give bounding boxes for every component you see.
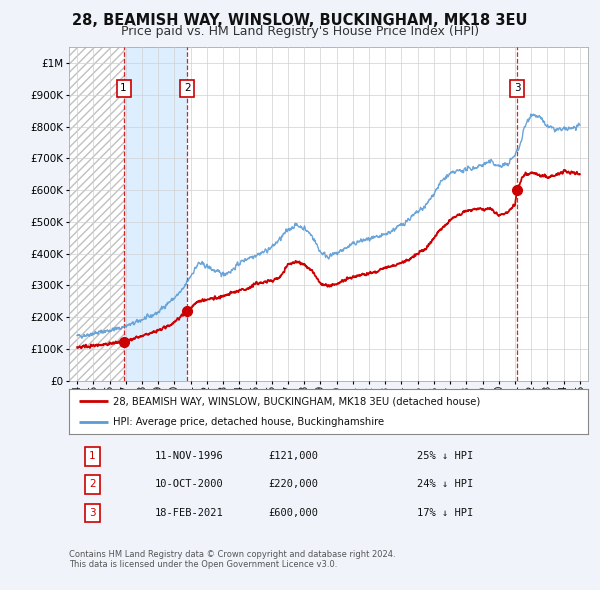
Text: 28, BEAMISH WAY, WINSLOW, BUCKINGHAM, MK18 3EU (detached house): 28, BEAMISH WAY, WINSLOW, BUCKINGHAM, MK…	[113, 396, 481, 407]
Text: 28, BEAMISH WAY, WINSLOW, BUCKINGHAM, MK18 3EU: 28, BEAMISH WAY, WINSLOW, BUCKINGHAM, MK…	[72, 13, 528, 28]
Text: £220,000: £220,000	[268, 480, 318, 489]
Text: £600,000: £600,000	[268, 508, 318, 518]
Text: Contains HM Land Registry data © Crown copyright and database right 2024.
This d: Contains HM Land Registry data © Crown c…	[69, 550, 395, 569]
Bar	[124, 47, 187, 381]
Text: 24% ↓ HPI: 24% ↓ HPI	[417, 480, 473, 489]
Text: 1: 1	[120, 83, 127, 93]
Text: 18-FEB-2021: 18-FEB-2021	[155, 508, 223, 518]
Text: £121,000: £121,000	[268, 451, 318, 461]
Text: 1: 1	[89, 451, 95, 461]
Text: Price paid vs. HM Land Registry's House Price Index (HPI): Price paid vs. HM Land Registry's House …	[121, 25, 479, 38]
Text: 10-OCT-2000: 10-OCT-2000	[155, 480, 223, 489]
Bar	[187, 47, 588, 381]
Text: 11-NOV-1996: 11-NOV-1996	[155, 451, 223, 461]
Text: 2: 2	[184, 83, 190, 93]
Text: 3: 3	[514, 83, 520, 93]
Text: 3: 3	[89, 508, 95, 518]
Text: HPI: Average price, detached house, Buckinghamshire: HPI: Average price, detached house, Buck…	[113, 417, 384, 427]
Text: 2: 2	[89, 480, 95, 489]
Bar	[69, 47, 124, 381]
Text: 17% ↓ HPI: 17% ↓ HPI	[417, 508, 473, 518]
Text: 25% ↓ HPI: 25% ↓ HPI	[417, 451, 473, 461]
